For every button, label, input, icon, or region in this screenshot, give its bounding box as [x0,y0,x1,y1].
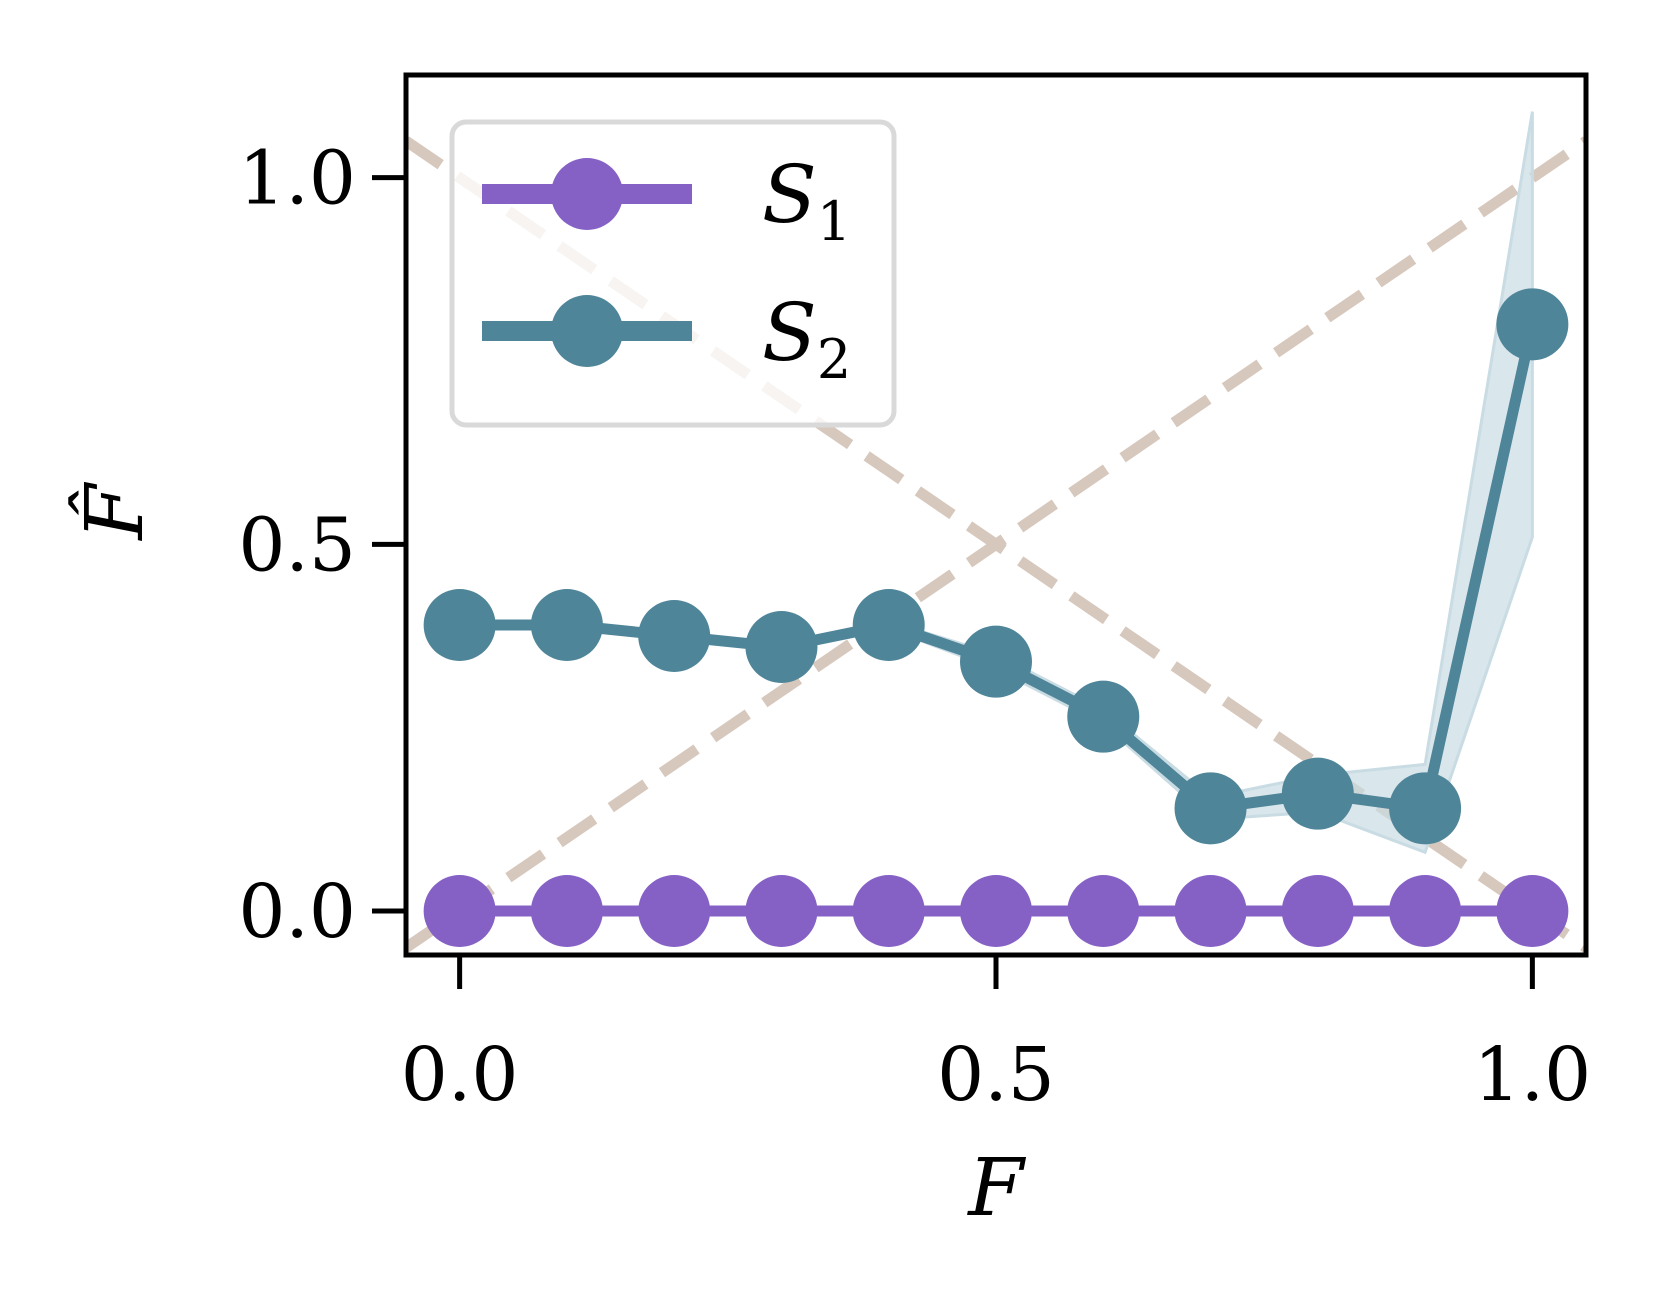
legend-marker-s1 [551,158,623,230]
x-axis-label: F [966,1141,1026,1234]
data-point-s1 [960,875,1032,947]
data-point-s1 [423,875,496,947]
x-tick-label: 1.0 [1474,1032,1592,1118]
y-tick-label: 0.0 [238,869,356,955]
legend-label-s1: S1 [762,148,851,253]
data-point-s2 [1174,772,1247,845]
legend-label-s1-main: S [762,148,817,241]
data-point-s2 [852,589,925,661]
data-point-s2 [745,611,818,683]
series-s2 [423,288,1569,845]
data-point-s2 [960,625,1032,698]
y-axis-label: F̂ [66,482,161,542]
data-point-s2 [1281,757,1354,830]
data-point-s2 [530,589,603,661]
legend-label-s2-main: S [762,286,817,379]
x-tick-label: 0.5 [937,1032,1055,1118]
data-point-s2 [1496,288,1569,361]
series-s1 [423,875,1569,947]
data-point-s1 [638,875,711,947]
legend-label-s1-sub: 1 [817,190,851,253]
data-point-s1 [1281,875,1354,947]
legend-marker-s2 [551,295,623,367]
y-axis: 0.0 0.5 1.0 [238,136,406,955]
legend: S1 S2 [449,119,897,428]
data-point-s1 [745,875,818,947]
x-tick-label: 0.0 [401,1032,519,1118]
data-point-s1 [1174,875,1247,947]
y-tick-label: 1.0 [238,136,356,222]
data-point-s2 [423,589,496,661]
data-point-s1 [1067,875,1140,947]
series-layer [423,288,1569,947]
y-tick-label: 0.5 [238,502,356,588]
data-point-s1 [1389,875,1462,947]
legend-label-s2: S2 [762,286,851,391]
data-point-s2 [638,600,711,672]
legend-label-s2-sub: 2 [817,328,851,391]
data-point-s1 [530,875,603,947]
data-point-s1 [1496,875,1569,947]
data-point-s2 [1389,772,1462,845]
data-point-s1 [852,875,925,947]
data-point-s2 [1067,680,1140,753]
x-axis: 0.0 0.5 1.0 [401,955,1591,1118]
